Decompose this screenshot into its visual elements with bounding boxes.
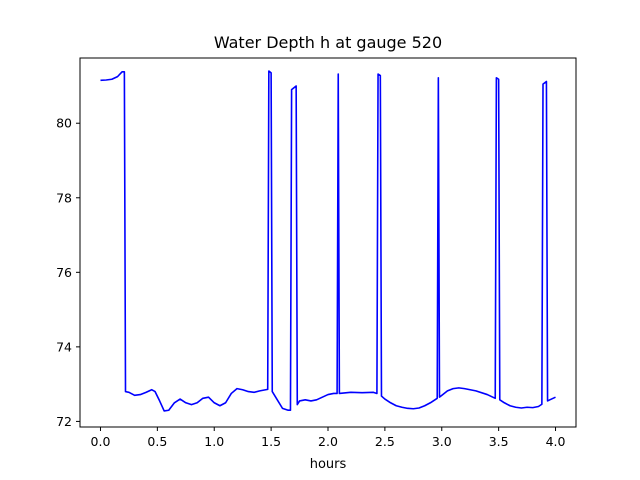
series-layer bbox=[100, 70, 556, 412]
y-tick-label: 72 bbox=[56, 414, 72, 429]
series-line-0 bbox=[100, 70, 556, 412]
x-tick-label: 3.5 bbox=[489, 434, 509, 449]
y-tick-label: 74 bbox=[56, 339, 72, 354]
x-tick-label: 3.0 bbox=[432, 434, 452, 449]
x-axis-ticks: 0.0 0.5 1.0 1.5 2.0 2.5 3.0 3.5 4.0 bbox=[91, 427, 566, 449]
x-tick-label: 2.5 bbox=[375, 434, 395, 449]
x-tick-label: 0.0 bbox=[91, 434, 111, 449]
x-axis-label: hours bbox=[310, 457, 347, 472]
x-tick-label: 1.0 bbox=[204, 434, 224, 449]
x-tick-label: 1.5 bbox=[261, 434, 281, 449]
x-tick-label: 2.0 bbox=[318, 434, 338, 449]
x-tick-label: 4.0 bbox=[546, 434, 566, 449]
y-tick-label: 76 bbox=[56, 265, 72, 280]
y-tick-label: 80 bbox=[56, 116, 72, 131]
y-axis-ticks: 72 74 76 78 80 bbox=[56, 116, 80, 429]
chart-title: Water Depth h at gauge 520 bbox=[214, 33, 442, 52]
x-tick-label: 0.5 bbox=[147, 434, 167, 449]
plot-area: 0.0 0.5 1.0 1.5 2.0 2.5 3.0 3.5 4.0 72 74 76 78 80 bbox=[56, 57, 577, 449]
y-tick-label: 78 bbox=[56, 190, 72, 205]
